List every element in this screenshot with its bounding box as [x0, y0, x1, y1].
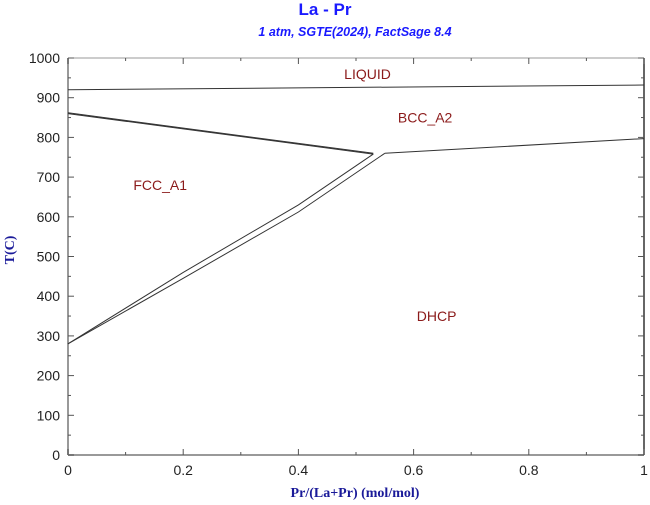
phase-boundaries	[67, 84, 645, 345]
y-tick-label: 300	[37, 328, 61, 344]
phase-region-labels: LIQUID BCC_A2 FCC_A1 DHCP	[133, 66, 456, 324]
phase-boundary-line	[67, 113, 374, 155]
x-tick-label: 0	[64, 462, 72, 478]
phase-boundary-line	[67, 84, 645, 91]
chart-title: La - Pr	[298, 0, 352, 19]
region-label-fcc-a1: FCC_A1	[133, 177, 187, 193]
y-tick-label: 200	[37, 368, 61, 384]
region-label-bcc-a2: BCC_A2	[398, 110, 453, 126]
region-label-dhcp: DHCP	[417, 308, 457, 324]
x-tick-label: 0.6	[404, 462, 424, 478]
phase-boundary-line	[67, 153, 374, 345]
y-tick-label: 500	[37, 249, 61, 265]
y-tick-label: 1000	[29, 50, 60, 66]
x-tick-label: 0.8	[519, 462, 539, 478]
x-tick-label: 0.4	[289, 462, 309, 478]
axes	[67, 57, 645, 456]
axis-ticks	[67, 57, 645, 456]
y-tick-label: 0	[52, 447, 60, 463]
axis-tick-labels: 0 0.2 0.4 0.6 0.8 1 0 100 200 300 400 500 600 700 800 9…	[29, 50, 648, 478]
phase-boundary-line	[384, 138, 645, 154]
region-label-liquid: LIQUID	[344, 66, 391, 82]
x-tick-label: 0.2	[173, 462, 193, 478]
y-tick-label: 700	[37, 169, 61, 185]
y-tick-label: 100	[37, 407, 61, 423]
phase-boundary-line	[67, 112, 374, 154]
y-tick-label: 400	[37, 288, 61, 304]
x-axis-label: Pr/(La+Pr) (mol/mol)	[290, 486, 420, 501]
y-tick-label: 800	[37, 129, 61, 145]
chart-subtitle: 1 atm, SGTE(2024), FactSage 8.4	[258, 25, 452, 39]
y-tick-label: 600	[37, 209, 61, 225]
phase-boundary-line	[67, 152, 386, 345]
y-tick-label: 900	[37, 90, 61, 106]
x-tick-label: 1	[640, 462, 648, 478]
